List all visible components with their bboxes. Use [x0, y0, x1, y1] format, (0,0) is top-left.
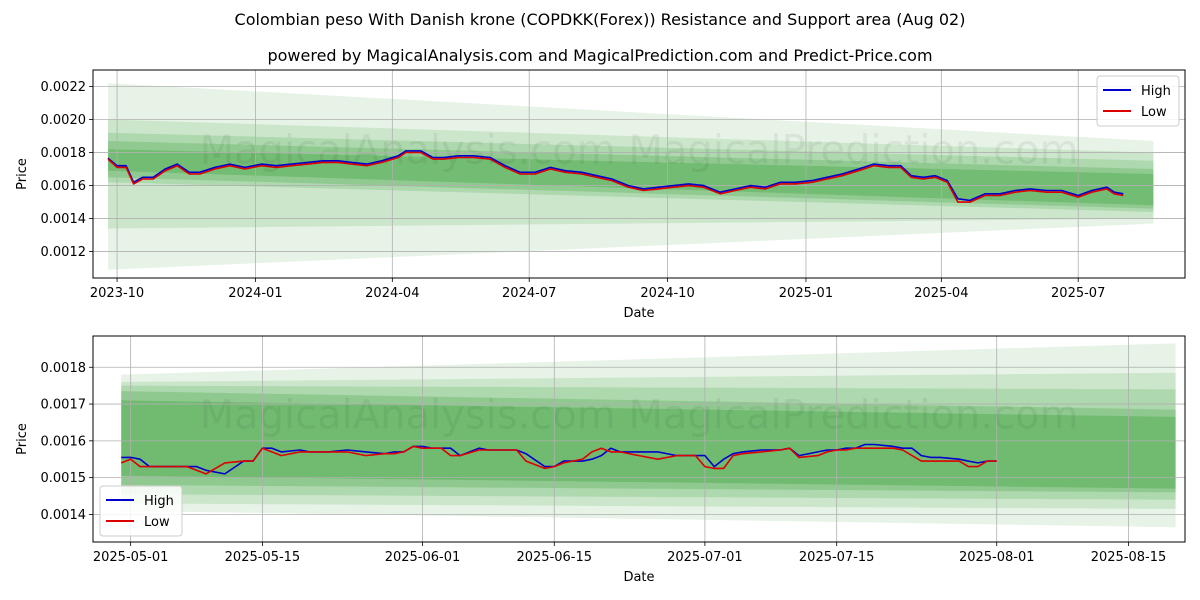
series-lines [107, 150, 1124, 203]
x-tick-label: 2025-06-15 [516, 550, 592, 565]
band-4 [108, 140, 1154, 209]
legend-label-high: High [144, 494, 174, 509]
y-tick-label: 0.0014 [41, 508, 87, 523]
x-tick-label: 2025-05-01 [93, 550, 169, 565]
x-tick-label: 2025-08-15 [1091, 550, 1167, 565]
legend-label-high: High [1141, 84, 1171, 99]
x-tick-label: 2025-06-01 [385, 550, 461, 565]
grid [93, 70, 1185, 278]
legend: High Low [1096, 75, 1180, 127]
watermark: MagicalAnalysis.com MagicalPrediction.co… [200, 128, 1079, 174]
y-tick-label: 0.0016 [41, 434, 87, 449]
x-tick-label: 2025-05-15 [225, 550, 301, 565]
y-tick-label: 0.0018 [41, 361, 87, 376]
series-lines [120, 443, 997, 475]
x-tick-label: 2025-01 [779, 286, 833, 301]
band-5 [121, 400, 1176, 489]
y-tick-label: 0.0018 [41, 146, 87, 161]
series-low-line [107, 151, 1124, 203]
y-tick-label: 0.0015 [41, 471, 87, 486]
support-resistance-bands [108, 83, 1154, 270]
x-tick-label: 2025-07 [1051, 286, 1105, 301]
band-3 [121, 385, 1176, 500]
x-axis-label: Date [623, 306, 654, 321]
chart-title: Colombian peso With Danish krone (COPDKK… [234, 10, 966, 29]
x-tick-label: 2025-04 [914, 286, 968, 301]
plot-frame [92, 335, 1186, 543]
x-tick-label: 2024-07 [502, 286, 556, 301]
y-tick-label: 0.0022 [41, 80, 87, 95]
chart-subtitle: powered by MagicalAnalysis.com and Magic… [267, 46, 933, 65]
series-high-line [107, 150, 1124, 202]
legend-box [1096, 75, 1180, 127]
chart-panel-2: MagicalAnalysis.com MagicalPrediction.co… [15, 335, 1186, 585]
x-tick-label: 2024-04 [365, 286, 419, 301]
y-tick-label: 0.0017 [41, 398, 87, 413]
x-tick-label: 2023-10 [90, 286, 144, 301]
x-tick-label: 2025-07-15 [799, 550, 875, 565]
y-tick-label: 0.0020 [41, 113, 87, 128]
grid [93, 336, 1185, 542]
legend-label-low: Low [1141, 105, 1167, 120]
plot-frame [92, 69, 1186, 279]
y-tick-label: 0.0016 [41, 179, 87, 194]
y-tick-label: 0.0014 [41, 212, 87, 227]
series-low-line [120, 445, 997, 475]
x-tick-label: 2024-01 [228, 286, 282, 301]
chart-panel-1: MagicalAnalysis.com MagicalPrediction.co… [15, 69, 1186, 321]
y-tick-label: 0.0012 [41, 245, 87, 260]
y-axis-label: Price [15, 158, 30, 190]
y-axis-label: Price [15, 423, 30, 455]
band-2 [108, 119, 1154, 229]
watermark: MagicalAnalysis.com MagicalPrediction.co… [200, 393, 1079, 439]
legend: High Low [99, 485, 183, 537]
legend-label-low: Low [144, 515, 170, 530]
band-1 [108, 83, 1154, 270]
legend-box [99, 485, 183, 537]
x-tick-label: 2025-07-01 [667, 550, 743, 565]
x-tick-label: 2024-10 [640, 286, 694, 301]
band-1 [121, 343, 1176, 528]
band-4 [121, 391, 1176, 493]
x-axis-label: Date [623, 570, 654, 585]
x-tick-label: 2025-08-01 [959, 550, 1035, 565]
